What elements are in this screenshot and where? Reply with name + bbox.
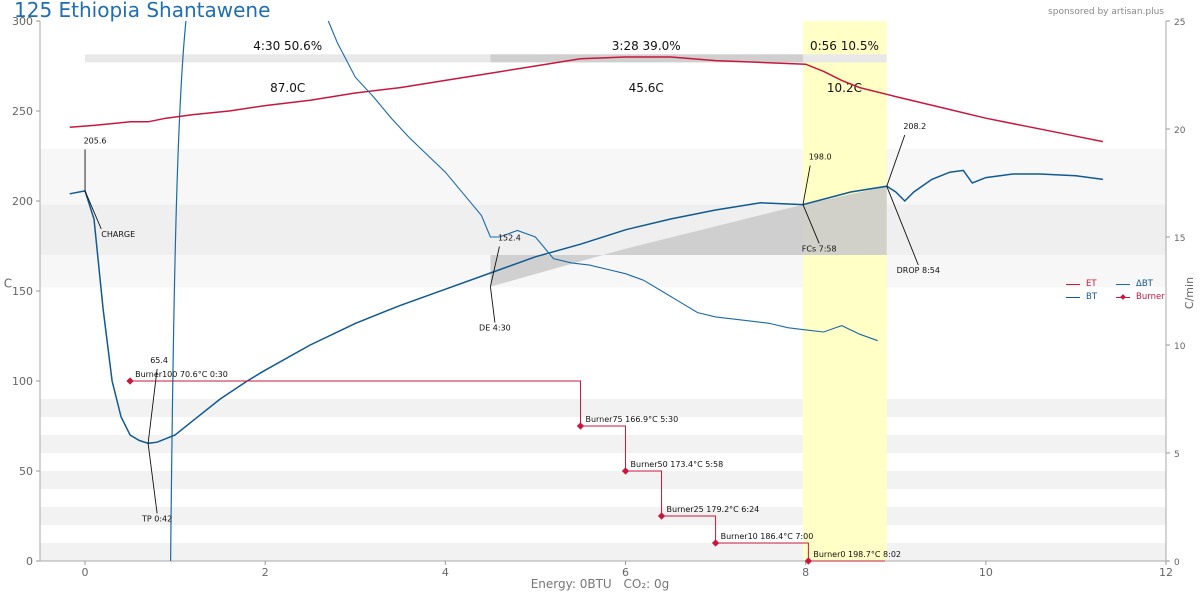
burner-marker [621, 467, 630, 475]
energy-footer: Energy: 0BTU CO₂: 0g [0, 577, 1200, 591]
y-tick-label-left: 300 [12, 15, 33, 28]
burner-label: Burner50 173.4°C 5:58 [631, 460, 724, 469]
legend-item-bt: BT [1066, 292, 1097, 302]
x-tick-label: 0 [82, 566, 89, 579]
x-tick-label: 10 [979, 566, 993, 579]
annotation-event: FCs 7:58 [802, 244, 837, 253]
x-tick-label: 8 [802, 566, 809, 579]
legend-label-et: ET [1086, 279, 1097, 289]
x-tick-label: 4 [442, 566, 449, 579]
annotation-leader [886, 186, 919, 266]
legend-label-dbt: ΔBT [1136, 279, 1153, 289]
annotation-leader [489, 246, 500, 287]
annotation-value: 152.4 [498, 234, 521, 243]
phase-label-0: 4:30 50.6% [253, 39, 322, 53]
y-tick-label-left: 150 [12, 285, 33, 298]
burner-label: Burner25 179.2°C 6:24 [667, 505, 760, 514]
y-tick-label-right: 5 [1174, 450, 1180, 460]
co2-text: CO₂: 0g [623, 577, 670, 591]
y-tick-label-left: 0 [26, 555, 33, 568]
annotation-leader [147, 443, 158, 514]
annotation-value: 198.0 [809, 153, 832, 162]
annotation-leader [802, 204, 820, 244]
y-tick-label-left: 200 [12, 195, 33, 208]
development-area [490, 186, 887, 287]
annotation-leader [84, 190, 102, 230]
y-tick-label-right: 10 [1174, 342, 1186, 352]
phase-bar-drying [85, 54, 491, 63]
dbt-spike-line [170, 20, 187, 562]
energy-text: Energy: 0BTU [530, 577, 612, 591]
phase-bar-maillard [490, 54, 803, 63]
x-tick-label: 2 [262, 566, 269, 579]
sponsor-text: sponsored by artisan.plus [1048, 7, 1164, 17]
legend-label-burner: Burner [1136, 292, 1165, 302]
annotation-leader [886, 134, 906, 187]
burner-label: Burner0 198.7°C 8:02 [813, 550, 901, 559]
x-tick-label: 12 [1159, 566, 1173, 579]
legend-label-bt: BT [1086, 292, 1098, 302]
series-et [69, 56, 1104, 143]
annotation-value: 208.2 [903, 122, 926, 131]
background-band [40, 507, 1166, 525]
y-axis-label-right: C/min [1183, 277, 1196, 309]
burner-marker [576, 422, 585, 430]
burner-marker [657, 512, 666, 520]
series-bt [69, 169, 1103, 445]
phase-bar-development [802, 54, 887, 63]
legend-item-burner: Burner [1116, 292, 1165, 302]
chart-legend: ET BT ΔBT Burner [1064, 279, 1166, 303]
phase-temp-0: 87.0C [270, 81, 305, 95]
phase-temp-1: 45.6C [629, 81, 664, 95]
background-band [40, 435, 1166, 453]
annotation-value: 65.4 [150, 356, 168, 365]
phase-temp-2: 10.2C [827, 81, 862, 95]
y-tick-label-left: 100 [12, 375, 33, 388]
roast-title: 125 Ethiopia Shantawene [14, 0, 271, 22]
y-tick-label-left: 50 [19, 465, 33, 478]
phase-label-1: 3:28 39.0% [612, 39, 681, 53]
series-delta-bt [327, 20, 878, 342]
legend-item-dbt: ΔBT [1116, 279, 1153, 289]
burner-label: Burner10 186.4°C 7:00 [721, 532, 814, 541]
annotation-event: TP 0:42 [141, 514, 172, 523]
background-band [40, 543, 1166, 561]
burner-step-line [130, 380, 885, 562]
y-tick-label-right: 20 [1174, 126, 1186, 136]
y-tick-label-right: 25 [1174, 18, 1185, 28]
background-band [40, 471, 1166, 489]
legend-item-et: ET [1066, 279, 1097, 289]
y-tick-label-right: 15 [1174, 234, 1185, 244]
annotation-event: DROP 8:54 [897, 266, 940, 275]
background-band [40, 204, 1166, 255]
burner-marker [711, 539, 720, 547]
burner-label: Burner75 166.9°C 5:30 [585, 415, 678, 424]
y-tick-label-right: 0 [1174, 558, 1180, 568]
burner-marker [126, 377, 134, 385]
annotation-event: DE 4:30 [479, 324, 511, 333]
y-axis-label-left: C [4, 276, 12, 290]
burner-label: Burner100 70.6°C 0:30 [135, 370, 228, 379]
annotation-value: 205.6 [84, 136, 107, 145]
first-crack-highlight [802, 21, 887, 561]
annotation-event: CHARGE [101, 230, 135, 239]
annotation-leader [489, 286, 496, 323]
annotation-leader [802, 165, 811, 205]
x-tick-label: 6 [622, 566, 629, 579]
phase-label-2: 0:56 10.5% [810, 39, 879, 53]
burner-marker [804, 557, 813, 565]
y-tick-label-left: 250 [12, 105, 33, 118]
